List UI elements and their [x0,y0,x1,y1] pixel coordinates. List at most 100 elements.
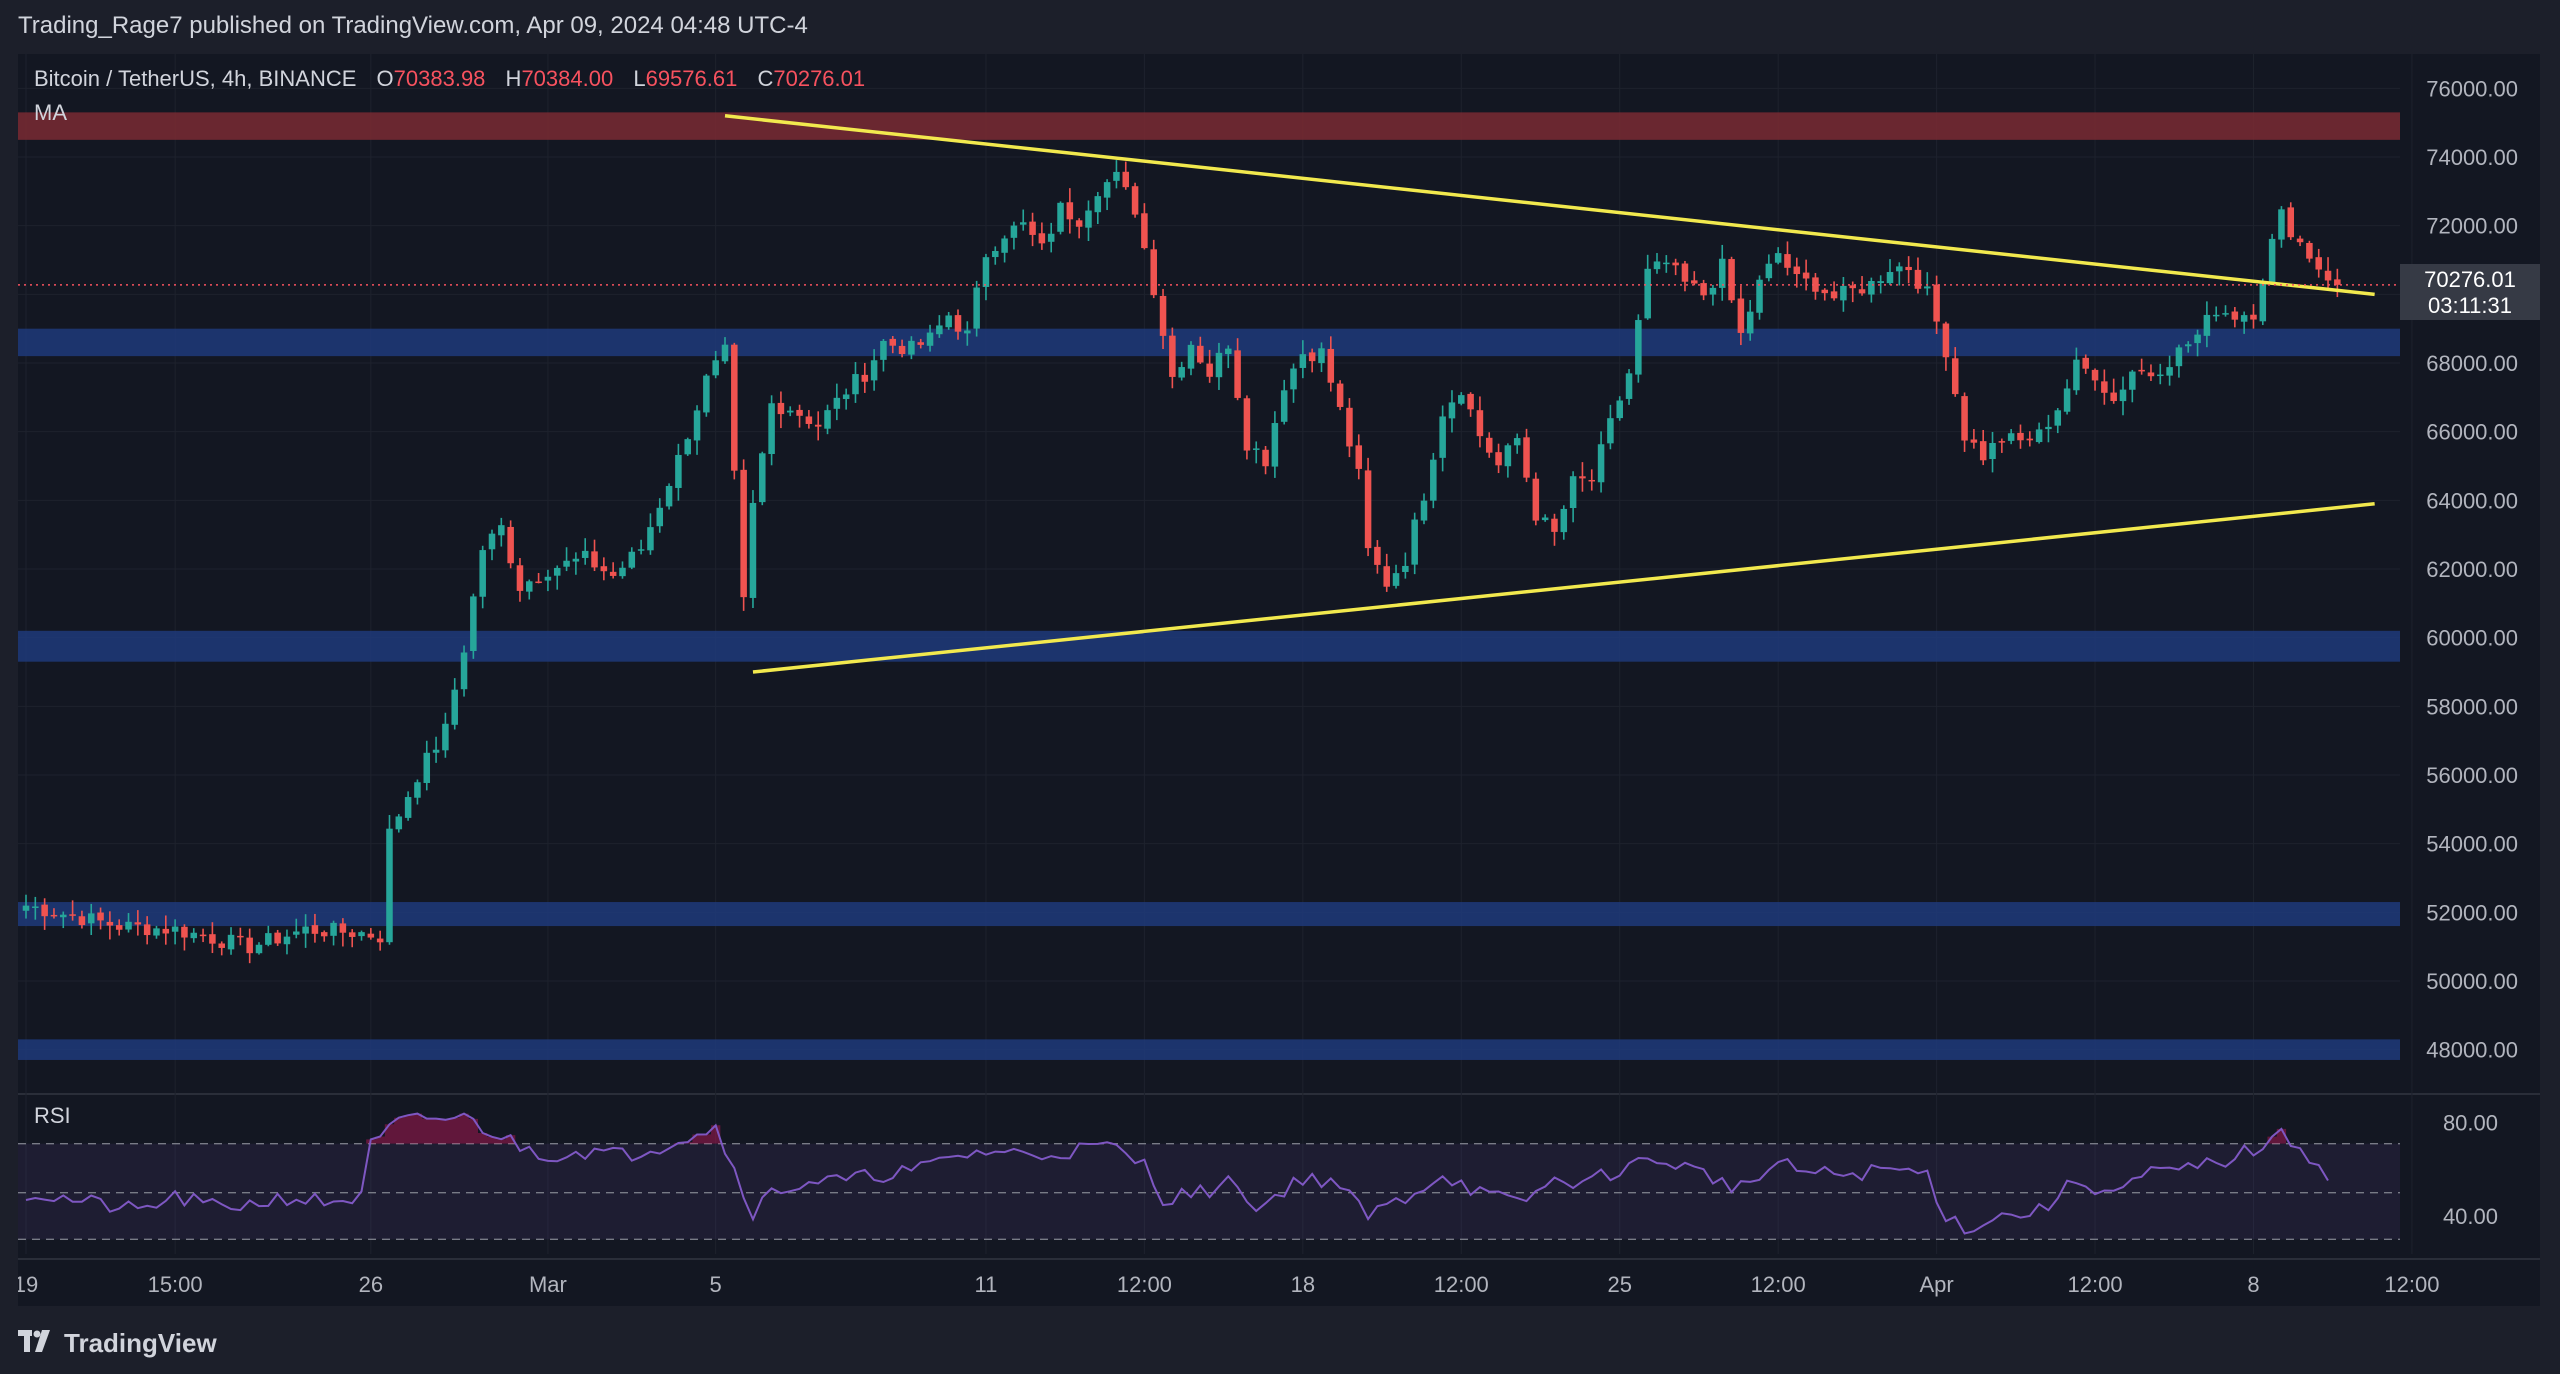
candle-down [814,424,822,427]
candle-down [1169,335,1176,377]
candle-down [1029,221,1036,235]
symbol-name[interactable]: Bitcoin / TetherUS, 4h, BINANCE [34,66,357,91]
candle-up [1663,262,1670,265]
price-tick-label: 66000.00 [2426,420,2518,445]
candle-up [526,581,533,592]
candle-up [1113,171,1120,181]
trendline [724,114,2375,297]
candle-up [2166,367,2173,376]
candle-down [199,934,207,937]
candle-down [1243,398,1251,451]
candle-up [1709,287,1717,295]
candle-down [2306,242,2313,259]
candle-up [824,410,831,429]
axes-layer: 76000.0074000.0072000.0070000.0068000.00… [18,76,2518,1297]
candle-up [386,828,393,943]
time-tick-label: Mar [529,1272,567,1297]
candle-up [982,257,990,287]
candle-down [889,338,897,346]
candle-down [209,934,216,944]
price-tick-label: 68000.00 [2426,351,2518,376]
candle-up [358,932,365,937]
candle-down [1830,291,1838,299]
candle-down [1672,262,1679,266]
candle-down [1383,566,1390,587]
candle-up [870,360,878,381]
chart-area[interactable]: 76000.0074000.0072000.0070000.0068000.00… [18,54,2540,1306]
candle-down [162,928,170,934]
candle-up [842,394,850,400]
candle-up [1504,445,1512,467]
candle-down [1979,441,1987,461]
candle-up [1411,519,1418,565]
rsi-indicator-label[interactable]: RSI [34,1103,71,1128]
candle-down [78,916,86,926]
candle-down [1942,323,1950,358]
candle-up [1299,354,1307,368]
candle-up [87,913,95,924]
tradingview-logo-icon [18,1329,56,1357]
candle-down [731,344,738,471]
candle-up [1616,400,1623,419]
candle-down [2138,369,2145,372]
candle-down [777,402,785,415]
resistance-zone [18,112,2400,140]
rsi-band [18,1143,2400,1240]
candle-down [1802,272,1810,279]
candle-up [945,315,952,328]
candle-down [609,571,617,576]
candle-down [2147,372,2155,377]
candle-up [2175,347,2183,367]
candle-up [1896,266,1903,272]
candle-up [153,928,160,936]
candle-down [2082,357,2089,369]
candle-up [1840,285,1847,301]
support-zone [18,902,2400,927]
candle-up [488,533,496,550]
candle-up [1001,238,1008,253]
candle-up [265,933,272,945]
candle-down [1523,437,1530,478]
rsi-tick-label: 40.00 [2443,1204,2498,1229]
candle-down [917,342,924,345]
time-tick-label: 15:00 [148,1272,203,1297]
price-tick-label: 60000.00 [2426,626,2518,651]
candle-down [2296,238,2304,243]
candle-up [2212,314,2220,317]
price-tick-label: 64000.00 [2426,488,2518,513]
candle-down [376,938,384,943]
candle-up [2194,334,2201,344]
candle-up [992,250,999,258]
candle-up [2073,359,2080,391]
candle-up [1430,459,1437,501]
candle-up [470,596,477,651]
rsi-overbought-fill [366,1113,2287,1144]
candle-up [1318,348,1325,364]
candle-up [1225,348,1232,355]
price-tick-label: 62000.00 [2426,557,2518,582]
candle-down [1262,449,1269,467]
candle-up [2054,410,2062,426]
candle-down [1737,298,1745,333]
candle-down [1914,269,1922,289]
candle-up [1439,416,1446,458]
candles-layer [22,160,2341,964]
candle-up [1597,444,1605,483]
candle-up [1765,263,1773,279]
time-tick-label: 5 [710,1272,722,1297]
candle-up [1280,390,1288,422]
price-chart-svg[interactable]: 76000.0074000.0072000.0070000.0068000.00… [18,54,2540,1306]
time-tick-label: 18 [1291,1272,1315,1297]
candle-down [2250,314,2257,320]
tradingview-footer[interactable]: TradingView [18,1326,217,1360]
candle-down [1131,186,1139,215]
candle-up [395,816,403,830]
candle-down [1355,445,1363,469]
price-tick-label: 58000.00 [2426,694,2518,719]
open-value: 70383.98 [393,66,486,91]
ma-indicator-label[interactable]: MA [34,100,67,125]
candle-up [572,558,580,562]
candle-up [2259,283,2267,322]
price-tick-label: 76000.00 [2426,76,2518,101]
candle-up [2240,315,2248,322]
